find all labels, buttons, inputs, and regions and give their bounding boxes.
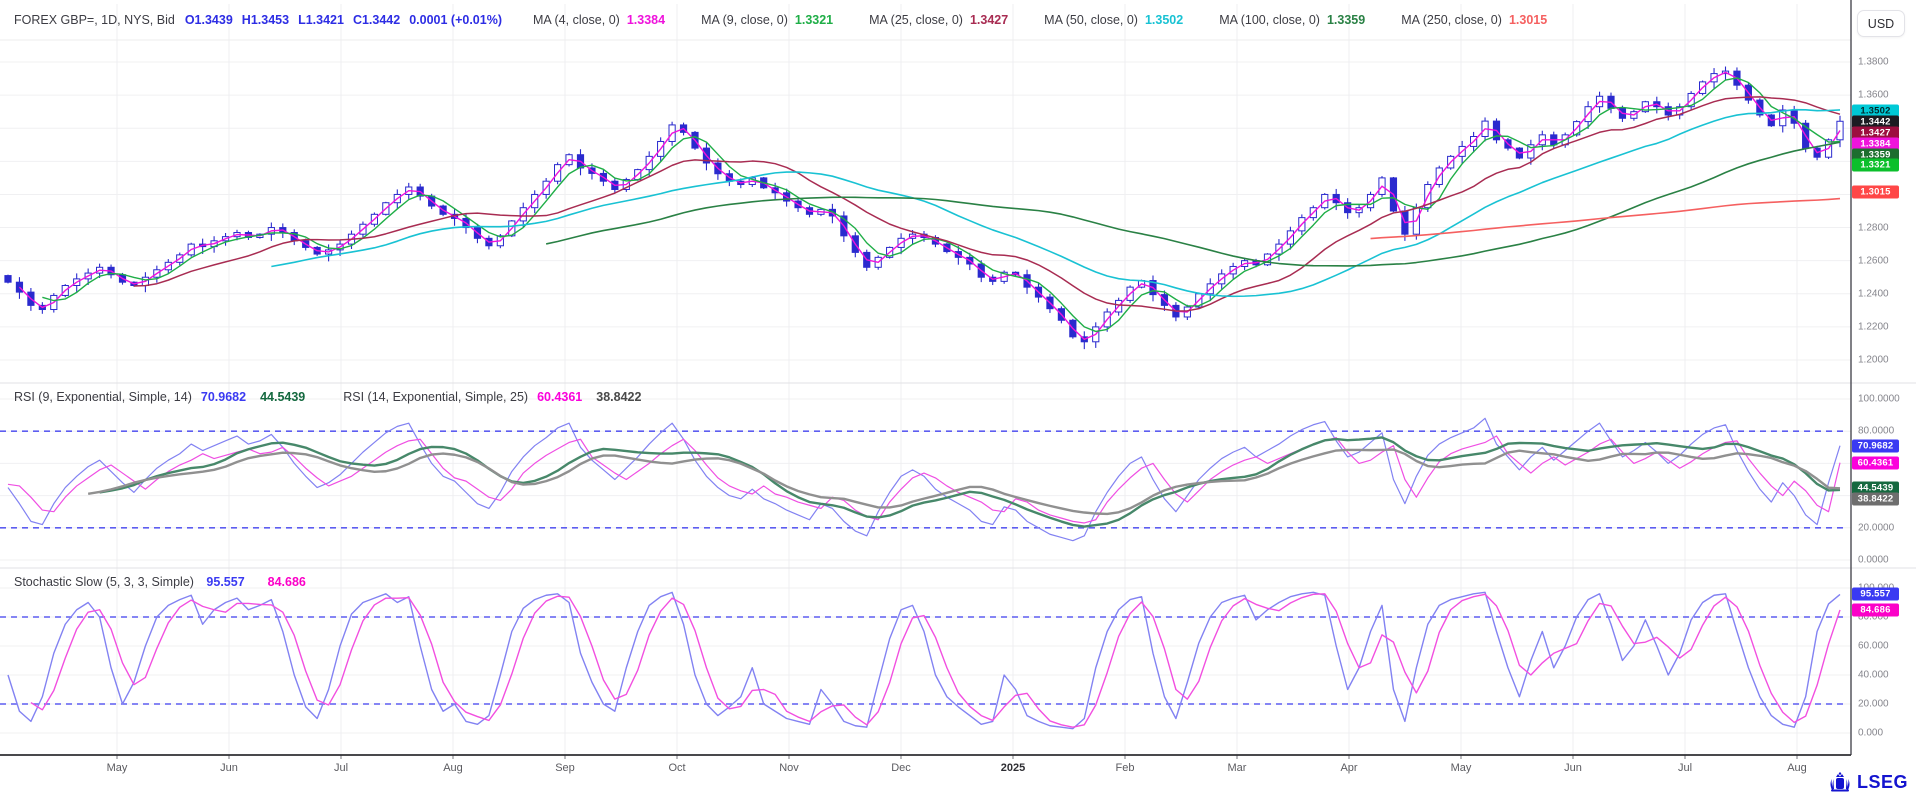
value-badge: 95.557 <box>1852 587 1899 601</box>
value-badge: 1.3359 <box>1852 148 1899 162</box>
axis-month-label: May <box>1450 762 1472 774</box>
value-badge: 1.3384 <box>1852 137 1899 151</box>
ma-label[interactable]: MA (100, close, 0) <box>1219 13 1320 27</box>
axis-month-label: Jul <box>333 762 349 774</box>
ma-value: 1.3502 <box>1144 13 1184 27</box>
rsi-value: 70.9682 <box>200 390 247 404</box>
axis-month-label: Oct <box>668 762 686 774</box>
axis-month-label: Jun <box>220 762 238 774</box>
axis-month-label: Aug <box>1787 762 1807 774</box>
ma-label[interactable]: MA (4, close, 0) <box>532 13 620 27</box>
stochastic-legend[interactable]: Stochastic Slow (5, 3, 3, Simple) 95.557… <box>14 575 320 589</box>
rsi-axis-label: 80.0000 <box>1858 425 1895 437</box>
price-axis-label: 1.2000 <box>1858 354 1889 366</box>
ma-line <box>42 77 1841 333</box>
stoch-axis-label: 0.000 <box>1858 727 1884 739</box>
indicator-line <box>99 436 1841 528</box>
ma-label[interactable]: MA (9, close, 0) <box>701 13 788 27</box>
value-badge: 70.9682 <box>1852 439 1899 453</box>
stoch-axis-label: 40.000 <box>1858 669 1889 681</box>
ma-value: 1.3384 <box>626 13 666 27</box>
axis-month-label: May <box>106 762 128 774</box>
value-badge: 38.8422 <box>1852 492 1899 506</box>
indicator-line <box>7 435 1841 524</box>
price-axis-label: 1.2400 <box>1858 288 1889 300</box>
ma-value: 1.3321 <box>794 13 834 27</box>
price-axis-label: 1.2600 <box>1858 255 1889 267</box>
stochastic-value: 84.686 <box>267 575 306 589</box>
main-chart-legend: FOREX GBP=, 1D, NYS, Bid O1.3439 H1.3453 L1… <box>14 13 1561 27</box>
stochastic-value: 95.557 <box>206 575 245 589</box>
stoch-axis-label: 60.000 <box>1858 640 1889 652</box>
currency-button[interactable]: USD <box>1857 10 1905 37</box>
rsi-axis-label: 0.0000 <box>1858 554 1889 566</box>
lseg-logo: LSEG <box>1828 772 1908 793</box>
rsi-label[interactable]: RSI (9, Exponential, Simple, 14) <box>14 390 192 404</box>
stochastic-label: Stochastic Slow (5, 3, 3, Simple) <box>14 575 194 589</box>
axis-month-label: Aug <box>443 762 463 774</box>
axis-month-label: Nov <box>779 762 799 774</box>
value-badge: 84.686 <box>1852 603 1899 617</box>
indicator-line <box>87 448 1841 516</box>
ma-value: 1.3015 <box>1508 13 1548 27</box>
candles <box>4 66 1844 350</box>
value-badge: 1.3442 <box>1852 115 1899 129</box>
axis-month-label: Sep <box>555 762 575 774</box>
price-axis-label: 1.2800 <box>1858 222 1889 234</box>
symbol-label[interactable]: FOREX GBP=, 1D, NYS, Bid <box>14 13 175 27</box>
value-badge: 1.3321 <box>1852 158 1899 172</box>
quote-value: L1.3421 <box>298 13 344 27</box>
value-badge: 1.3427 <box>1852 126 1899 140</box>
value-badge: 1.3015 <box>1852 185 1899 199</box>
rsi-axis-label: 100.0000 <box>1858 393 1900 405</box>
ma-line <box>1370 197 1841 240</box>
indicator-line <box>7 591 1841 730</box>
indicator-line <box>30 593 1841 728</box>
quote-value: H1.3453 <box>241 13 290 27</box>
quote-value: 0.0001 (+0.01%) <box>409 13 502 27</box>
axis-month-label: Jul <box>1677 762 1693 774</box>
rsi-legend[interactable]: RSI (9, Exponential, Simple, 14) 70.9682 4… <box>14 390 655 404</box>
stochastic-values: 95.557 84.686 <box>197 575 319 589</box>
rsi-value: 38.8422 <box>596 390 642 404</box>
value-badge: 1.3502 <box>1852 104 1899 118</box>
ma-value: 1.3427 <box>969 13 1009 27</box>
ma-line <box>18 71 1841 341</box>
quote-value: C1.3442 <box>352 13 401 27</box>
stoch-axis-label: 80.000 <box>1858 611 1889 623</box>
ma-label[interactable]: MA (25, close, 0) <box>869 13 963 27</box>
axis-month-label: Mar <box>1227 762 1247 774</box>
ohlc-quote: O1.3439 H1.3453 L1.3421 C1.3442 0.0001 (+0.0… <box>185 13 511 27</box>
ma-label[interactable]: MA (250, close, 0) <box>1401 13 1502 27</box>
indicator-line <box>7 417 1841 542</box>
value-badge: 44.5439 <box>1852 481 1899 495</box>
ma-legend-items: MA (4, close, 0) 1.3384 MA (9, close, 0) 1.… <box>511 13 1561 27</box>
value-badge: 60.4361 <box>1852 456 1899 470</box>
price-axis-label: 1.3600 <box>1858 89 1889 101</box>
rsi-label[interactable]: RSI (14, Exponential, Simple, 25) <box>343 390 529 404</box>
ma-line <box>133 96 1841 312</box>
price-axis-label: 1.3800 <box>1858 56 1889 68</box>
stoch-axis-label: 20.000 <box>1858 698 1889 710</box>
ma-line <box>271 108 1841 298</box>
ma-line <box>545 141 1841 267</box>
axis-month-label: 2025 <box>1000 762 1026 774</box>
axis-month-label: Apr <box>1340 762 1358 774</box>
rsi-value: 44.5439 <box>260 390 306 404</box>
lseg-crest-icon <box>1830 772 1850 792</box>
axis-month-label: Feb <box>1115 762 1135 774</box>
quote-value: O1.3439 <box>184 13 233 27</box>
axis-month-label: Jun <box>1564 762 1582 774</box>
axis-month-label: Dec <box>891 762 911 774</box>
rsi-value: 60.4361 <box>537 390 583 404</box>
ma-label[interactable]: MA (50, close, 0) <box>1044 13 1138 27</box>
rsi-axis-label: 20.0000 <box>1858 522 1895 534</box>
ma-value: 1.3359 <box>1326 13 1366 27</box>
price-axis-label: 1.2200 <box>1858 321 1889 333</box>
lseg-logo-text: LSEG <box>1857 772 1909 792</box>
